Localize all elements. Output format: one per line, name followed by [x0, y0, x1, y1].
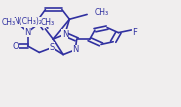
- Text: N: N: [72, 45, 78, 54]
- Text: CH₃: CH₃: [2, 18, 16, 27]
- Text: O: O: [12, 42, 19, 51]
- Text: S: S: [49, 43, 55, 52]
- Text: CH₃: CH₃: [95, 8, 109, 17]
- Text: F: F: [132, 28, 137, 37]
- Text: CH₃: CH₃: [41, 18, 55, 27]
- Text: N: N: [24, 28, 31, 37]
- Text: N(CH₃)₂: N(CH₃)₂: [13, 17, 42, 26]
- Text: N: N: [62, 30, 68, 39]
